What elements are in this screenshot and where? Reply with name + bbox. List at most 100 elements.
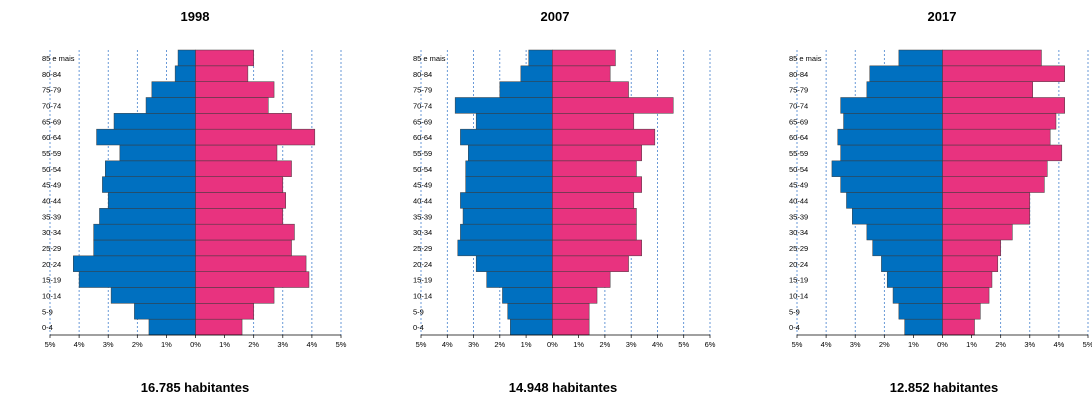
- age-group-label: 20-24: [413, 260, 432, 269]
- male-bar: [475, 113, 553, 130]
- x-tick-label: 1%: [161, 340, 172, 349]
- x-tick-label: 4%: [652, 340, 663, 349]
- female-bar: [942, 65, 1065, 82]
- male-bar: [872, 239, 943, 257]
- x-tick-label: 2%: [599, 340, 610, 349]
- female-bar: [195, 208, 284, 225]
- age-group-label: 0-4: [413, 323, 424, 332]
- female-bar: [552, 223, 637, 241]
- male-bar: [852, 208, 943, 225]
- male-bar: [846, 192, 943, 209]
- male-bar: [465, 176, 553, 193]
- age-group-label: 15-19: [789, 276, 808, 285]
- male-bar: [110, 287, 196, 304]
- male-bar: [881, 255, 943, 272]
- x-tick-label: 3%: [850, 340, 861, 349]
- age-group-label: 65-69: [789, 117, 808, 126]
- pyramid-chart-2007: 2007 0-4 5-9 10-14 15-19 20-24 25-29 30-34 35-39…: [413, 9, 716, 395]
- x-tick-label: 3%: [468, 340, 479, 349]
- male-bar: [99, 208, 196, 225]
- age-group-label: 55-59: [789, 149, 808, 158]
- x-tick-label: 1%: [908, 340, 919, 349]
- x-tick-label: 5%: [45, 340, 56, 349]
- female-bar: [942, 192, 1031, 209]
- x-tick-label: 2%: [995, 340, 1006, 349]
- age-group-label: 45-49: [789, 181, 808, 190]
- x-tick-label: 6%: [705, 340, 716, 349]
- female-bar: [942, 318, 975, 336]
- female-bar: [942, 208, 1031, 225]
- age-group-label: 20-24: [42, 260, 61, 269]
- age-group-label: 70-74: [413, 101, 432, 110]
- x-tick-label: 5%: [1083, 340, 1092, 349]
- male-bar: [898, 303, 943, 320]
- female-bar: [552, 255, 629, 272]
- male-bar: [119, 144, 196, 162]
- x-tick-label: 2%: [132, 340, 143, 349]
- female-bar: [552, 128, 656, 146]
- age-group-label: 55-59: [413, 149, 432, 158]
- age-group-label: 10-14: [413, 291, 432, 300]
- male-bar: [454, 97, 553, 114]
- age-group-label: 40-44: [42, 196, 61, 205]
- male-bar: [457, 239, 553, 257]
- female-bar: [195, 192, 286, 209]
- x-tick-label: 5%: [416, 340, 427, 349]
- chart-title: 2007: [541, 9, 570, 24]
- chart-title: 1998: [181, 9, 210, 24]
- age-group-label: 5-9: [42, 307, 53, 316]
- male-bar: [462, 208, 553, 225]
- x-tick-label: 2%: [879, 340, 890, 349]
- age-group-label: 35-39: [413, 212, 432, 221]
- female-bar: [942, 81, 1033, 98]
- age-group-label: 55-59: [42, 149, 61, 158]
- male-bar: [134, 303, 196, 320]
- female-bar: [942, 49, 1042, 67]
- chart-title: 2017: [928, 9, 957, 24]
- male-bar: [486, 271, 553, 288]
- female-bar: [195, 81, 275, 98]
- male-bar: [892, 287, 943, 304]
- pyramid-chart-1998: 1998 0-4 5-9 10-14 15-19 20-24 25-29 30-34 35-39…: [42, 9, 347, 395]
- population-total-label: 14.948 habitantes: [509, 380, 617, 395]
- male-bar: [840, 144, 943, 162]
- female-bar: [195, 65, 249, 82]
- male-bar: [73, 255, 196, 272]
- x-tick-label: 0%: [190, 340, 201, 349]
- age-group-label: 70-74: [789, 101, 808, 110]
- male-bar: [866, 81, 943, 98]
- age-group-label: 30-34: [413, 228, 432, 237]
- age-group-label: 60-64: [789, 133, 808, 142]
- female-bar: [195, 128, 316, 146]
- male-bar: [96, 128, 196, 146]
- male-bar: [866, 223, 943, 241]
- age-group-label: 15-19: [413, 276, 432, 285]
- female-bar: [552, 49, 616, 67]
- female-bar: [942, 176, 1045, 193]
- age-group-label: 35-39: [789, 212, 808, 221]
- age-group-label: 45-49: [42, 181, 61, 190]
- age-group-label: 75-79: [789, 86, 808, 95]
- age-group-label: 75-79: [42, 86, 61, 95]
- female-bar: [942, 97, 1065, 114]
- female-bar: [552, 97, 674, 114]
- male-bar: [528, 49, 553, 67]
- male-bar: [898, 49, 943, 67]
- female-bar: [195, 223, 295, 241]
- x-tick-label: 4%: [442, 340, 453, 349]
- female-bar: [195, 239, 292, 257]
- age-group-label: 40-44: [789, 196, 808, 205]
- female-bar: [195, 303, 254, 320]
- x-tick-label: 3%: [277, 340, 288, 349]
- age-group-label: 10-14: [789, 291, 808, 300]
- x-tick-label: 1%: [573, 340, 584, 349]
- x-tick-label: 0%: [937, 340, 948, 349]
- age-group-label: 0-4: [789, 323, 800, 332]
- female-bar: [942, 223, 1013, 241]
- male-bar: [510, 318, 553, 336]
- male-bar: [840, 176, 943, 193]
- female-bar: [552, 65, 611, 82]
- x-tick-label: 4%: [74, 340, 85, 349]
- female-bar: [552, 287, 598, 304]
- age-group-label: 0-4: [42, 323, 53, 332]
